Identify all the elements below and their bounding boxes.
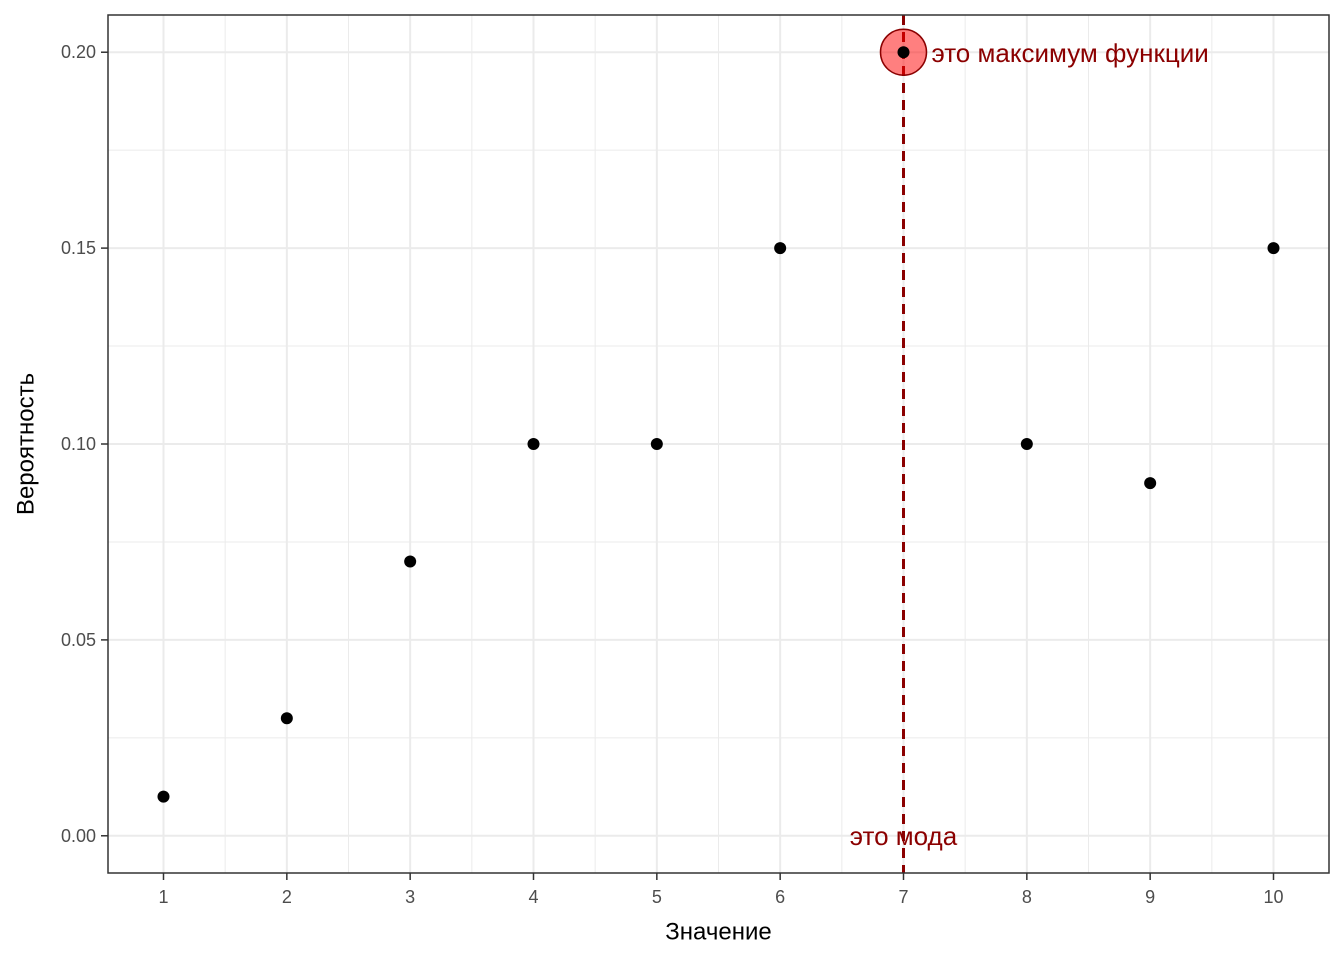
mode-layer: это мода	[850, 15, 958, 873]
x-tick-label: 3	[405, 887, 415, 907]
x-tick-label: 2	[282, 887, 292, 907]
y-tick-label: 0.20	[61, 42, 96, 62]
y-tick-label: 0.15	[61, 238, 96, 258]
x-tick-label: 9	[1145, 887, 1155, 907]
data-point	[527, 438, 540, 450]
x-tick-label: 7	[898, 887, 908, 907]
x-tick-label: 4	[528, 887, 538, 907]
x-axis-title: Значение	[665, 919, 771, 946]
x-tick-label: 6	[775, 887, 785, 907]
data-point	[404, 555, 417, 568]
y-axis-title: Вероятность	[13, 373, 40, 515]
data-point	[774, 242, 787, 255]
x-tick-label: 1	[158, 887, 168, 907]
data-points	[157, 46, 1280, 803]
data-point	[1020, 438, 1033, 450]
y-tick-label: 0.05	[61, 630, 96, 650]
x-tick-label: 8	[1022, 887, 1032, 907]
max-point-label: это максимум функции	[932, 38, 1209, 68]
x-tick-label: 10	[1263, 887, 1283, 907]
y-axis-ticks: 0.00 0.05 0.10 0.15 0.20	[61, 42, 108, 846]
y-tick-label: 0.10	[61, 434, 96, 454]
x-tick-label: 5	[652, 887, 662, 907]
x-axis-ticks: 1 2 3 4 5 6 7 8 9 10	[158, 873, 1284, 907]
data-point	[1144, 477, 1157, 490]
data-point	[1267, 242, 1280, 255]
data-point	[650, 438, 663, 450]
data-point	[280, 712, 293, 725]
mode-label: это мода	[850, 821, 958, 851]
data-point	[157, 790, 170, 803]
data-point	[897, 46, 910, 59]
y-tick-label: 0.00	[61, 826, 96, 846]
